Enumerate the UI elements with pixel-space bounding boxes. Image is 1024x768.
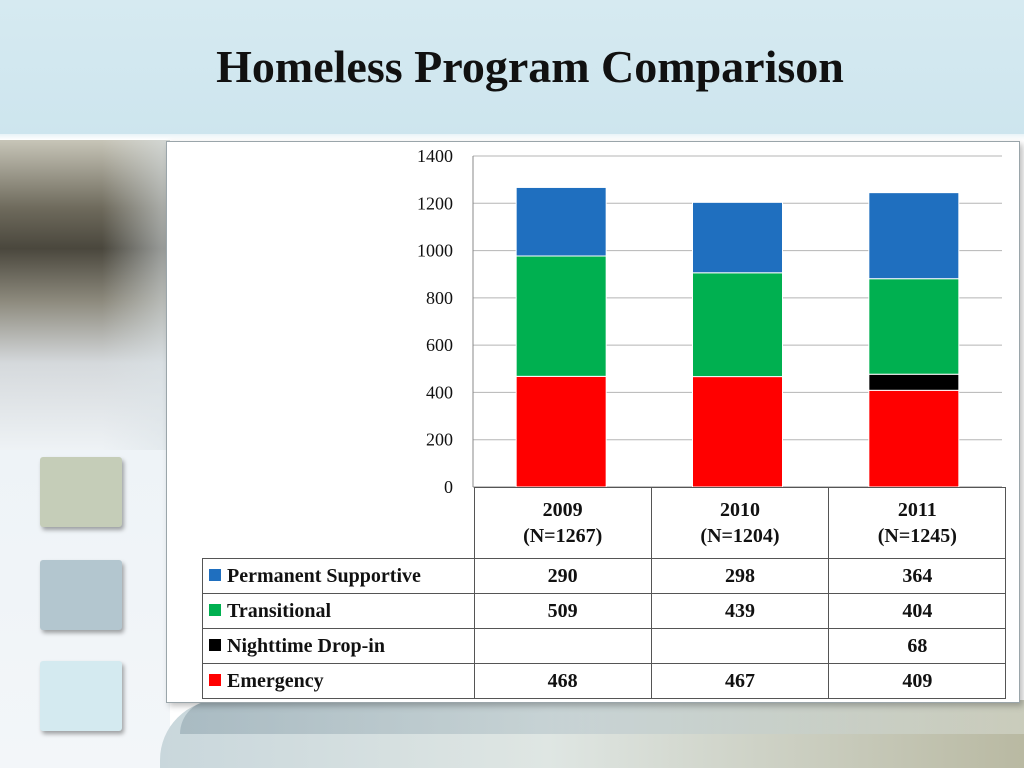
data-label: 409 bbox=[828, 663, 1007, 699]
y-tick-label: 800 bbox=[426, 288, 453, 308]
title-band-edge bbox=[0, 134, 1024, 140]
bar-segment-emergency-2011 bbox=[868, 389, 960, 488]
y-tick-label: 400 bbox=[426, 382, 453, 402]
legend-label: Nighttime Drop-in bbox=[227, 634, 385, 657]
decorative-tile-3 bbox=[40, 661, 122, 731]
legend-swatch bbox=[209, 603, 221, 616]
legend-swatch bbox=[209, 638, 221, 651]
legend-label: Transitional bbox=[227, 599, 332, 622]
data-label bbox=[473, 628, 652, 664]
legend-label: Emergency bbox=[227, 669, 324, 692]
data-label: 404 bbox=[828, 593, 1007, 629]
table-row: Emergency 468 467 409 bbox=[202, 663, 1007, 699]
decorative-tile-2 bbox=[40, 560, 122, 630]
bar-segment-transitional-2010 bbox=[692, 272, 783, 378]
category-count: (N=1267) bbox=[523, 525, 603, 547]
data-label: 509 bbox=[473, 593, 652, 629]
category-year: 2011 bbox=[897, 499, 937, 521]
bar-segment-permanent-supportive-2010 bbox=[692, 201, 783, 274]
legend-swatch bbox=[209, 673, 221, 686]
legend-label: Permanent Supportive bbox=[227, 564, 421, 587]
data-label bbox=[650, 628, 830, 664]
table-row: Nighttime Drop-in 68 bbox=[202, 628, 1007, 664]
legend-entry: Nighttime Drop-in bbox=[202, 628, 475, 664]
decorative-photo-fade bbox=[0, 140, 170, 450]
table-row: Transitional 509 439 404 bbox=[202, 593, 1007, 629]
data-label: 298 bbox=[650, 558, 830, 594]
category-year: 2010 bbox=[719, 499, 760, 521]
title-band bbox=[0, 0, 1024, 136]
legend-entry: Permanent Supportive bbox=[202, 558, 475, 594]
bar-segment-transitional-2009 bbox=[515, 255, 607, 377]
bar-segment-emergency-2009 bbox=[515, 375, 607, 488]
y-tick-label: 200 bbox=[426, 430, 453, 450]
page-title: Homeless Program Comparison bbox=[216, 41, 844, 92]
data-label: 290 bbox=[473, 558, 652, 594]
bar-segment-nighttime-drop-in-2011 bbox=[868, 373, 960, 391]
category-label-2011: 2011 (N=1245) bbox=[828, 487, 1007, 559]
data-label: 468 bbox=[473, 663, 652, 699]
data-table: 2009 (N=1267) 2010 (N=1204) 2011 (N=1245) Perm… bbox=[202, 487, 1007, 699]
category-label-2009: 2009 (N=1267) bbox=[473, 487, 652, 559]
legend-entry: Emergency bbox=[202, 663, 475, 699]
y-tick-label: 1000 bbox=[417, 241, 453, 261]
decorative-tile-1 bbox=[40, 457, 122, 527]
data-label: 364 bbox=[828, 558, 1007, 594]
category-count: (N=1245) bbox=[877, 525, 957, 547]
decorative-bottom-band-inner bbox=[180, 700, 1024, 734]
category-year: 2009 bbox=[542, 499, 583, 521]
data-label: 467 bbox=[650, 663, 830, 699]
table-header-row: 2009 (N=1267) 2010 (N=1204) 2011 (N=1245) bbox=[202, 487, 1007, 559]
bar-segment-emergency-2010 bbox=[692, 376, 783, 488]
bar-segment-transitional-2011 bbox=[868, 278, 960, 375]
y-tick-label: 1400 bbox=[417, 146, 453, 166]
category-label-2010: 2010 (N=1204) bbox=[650, 487, 830, 559]
data-label: 439 bbox=[650, 593, 830, 629]
legend-swatch bbox=[209, 568, 221, 581]
y-tick-label: 0 bbox=[444, 477, 453, 497]
legend-entry: Transitional bbox=[202, 593, 475, 629]
table-corner bbox=[202, 487, 475, 559]
y-tick-label: 1200 bbox=[417, 193, 453, 213]
category-count: (N=1204) bbox=[700, 525, 780, 547]
data-label: 68 bbox=[828, 628, 1007, 664]
table-row: Permanent Supportive 290 298 364 bbox=[202, 558, 1007, 594]
bar-segment-permanent-supportive-2011 bbox=[868, 192, 960, 280]
y-tick-label: 600 bbox=[426, 335, 453, 355]
bar-segment-permanent-supportive-2009 bbox=[515, 186, 607, 257]
